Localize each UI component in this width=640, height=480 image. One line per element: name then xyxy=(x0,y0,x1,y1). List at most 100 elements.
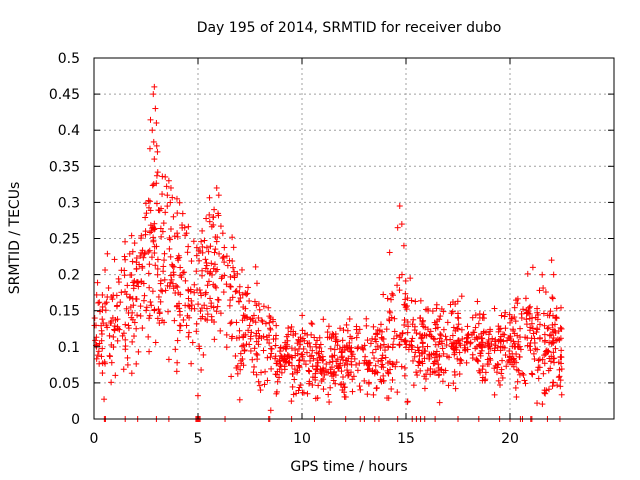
data-point xyxy=(240,312,247,319)
data-point xyxy=(396,341,403,348)
data-point xyxy=(494,361,501,368)
data-point xyxy=(289,383,296,390)
data-point xyxy=(107,353,114,360)
data-point xyxy=(401,372,408,379)
data-point xyxy=(540,310,547,317)
data-point xyxy=(146,284,153,291)
data-point xyxy=(306,368,313,375)
data-point xyxy=(211,261,218,268)
data-point xyxy=(448,343,455,350)
data-point xyxy=(386,249,393,256)
data-point xyxy=(146,145,153,152)
data-point xyxy=(470,329,477,336)
data-point xyxy=(369,335,376,342)
data-point xyxy=(314,394,321,401)
data-point xyxy=(431,319,438,326)
y-tick-label: 0.15 xyxy=(49,304,80,320)
data-point xyxy=(123,305,130,312)
data-point xyxy=(124,282,131,289)
data-point xyxy=(301,357,308,364)
data-point xyxy=(433,357,440,364)
data-point xyxy=(450,324,457,331)
data-point xyxy=(133,259,140,266)
data-point xyxy=(404,295,411,302)
data-point xyxy=(156,207,163,214)
data-point xyxy=(125,322,132,329)
data-point xyxy=(154,256,161,263)
data-point xyxy=(393,332,400,339)
data-point xyxy=(169,194,176,201)
data-point xyxy=(548,331,555,338)
data-point xyxy=(146,229,153,236)
data-point xyxy=(413,330,420,337)
data-point xyxy=(215,192,222,199)
data-point xyxy=(309,374,316,381)
data-point xyxy=(296,384,303,391)
data-point xyxy=(448,310,455,317)
data-point xyxy=(511,340,518,347)
data-point xyxy=(419,340,426,347)
data-point xyxy=(207,295,214,302)
data-point xyxy=(296,356,303,363)
data-point xyxy=(327,370,334,377)
data-point xyxy=(550,349,557,356)
data-point xyxy=(510,327,517,334)
data-point xyxy=(431,336,438,343)
data-point xyxy=(142,228,149,235)
data-point xyxy=(99,345,106,352)
data-point xyxy=(129,316,136,323)
data-point xyxy=(217,223,224,230)
data-point xyxy=(180,316,187,323)
data-point xyxy=(534,305,541,312)
data-point xyxy=(388,314,395,321)
data-point xyxy=(159,288,166,295)
data-point xyxy=(309,382,316,389)
data-point xyxy=(172,289,179,296)
data-point xyxy=(236,396,243,403)
data-point xyxy=(166,234,173,241)
data-point xyxy=(278,369,285,376)
data-point xyxy=(170,271,177,278)
data-point xyxy=(328,364,335,371)
data-point xyxy=(173,195,180,202)
data-point xyxy=(152,105,159,112)
data-point xyxy=(440,350,447,357)
data-point xyxy=(206,194,213,201)
data-point xyxy=(152,339,159,346)
x-tick-label: 20 xyxy=(501,431,519,447)
data-point xyxy=(223,331,230,338)
data-point xyxy=(238,343,245,350)
data-point xyxy=(228,373,235,380)
data-point xyxy=(408,297,415,304)
data-point xyxy=(150,181,157,188)
data-point xyxy=(202,291,209,298)
data-point xyxy=(213,308,220,315)
data-point xyxy=(212,283,219,290)
data-point xyxy=(288,345,295,352)
data-point xyxy=(485,350,492,357)
data-point xyxy=(273,360,280,367)
data-point xyxy=(252,319,259,326)
data-point xyxy=(239,291,246,298)
data-point xyxy=(207,243,214,250)
data-point xyxy=(159,317,166,324)
data-point xyxy=(465,331,472,338)
data-point xyxy=(558,325,565,332)
data-point xyxy=(270,336,277,343)
y-tick-label: 0.35 xyxy=(49,159,80,175)
data-point xyxy=(479,366,486,373)
data-point xyxy=(216,250,223,257)
data-point xyxy=(437,331,444,338)
data-point xyxy=(248,329,255,336)
data-point xyxy=(419,360,426,367)
data-point xyxy=(558,347,565,354)
data-point xyxy=(491,347,498,354)
data-point xyxy=(231,272,238,279)
data-point xyxy=(176,322,183,329)
data-point xyxy=(202,289,209,296)
data-point xyxy=(253,371,260,378)
data-point xyxy=(93,355,100,362)
data-point xyxy=(444,353,451,360)
data-point xyxy=(308,352,315,359)
data-point xyxy=(240,362,247,369)
